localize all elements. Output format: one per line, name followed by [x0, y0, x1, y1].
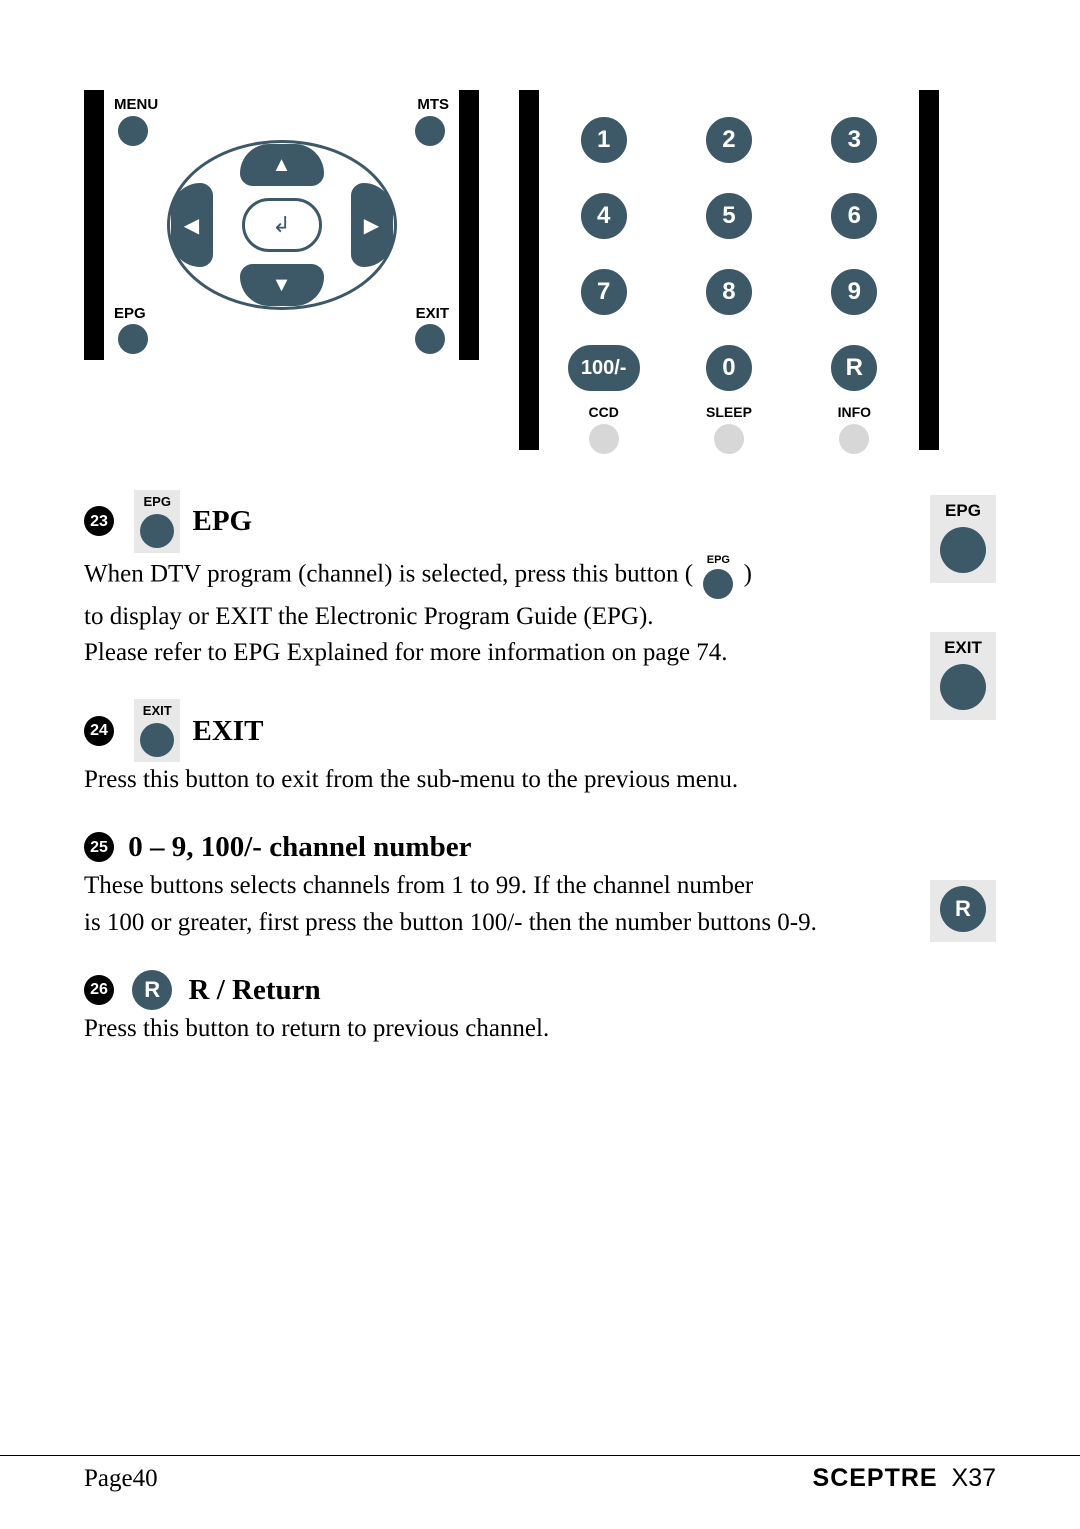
num-1[interactable]: 1: [578, 114, 630, 166]
numpad-panel: 1 2 3 4 5 6 7 8 9 100/- 0 R CCD SLEEP IN…: [519, 90, 939, 450]
num-6[interactable]: 6: [828, 190, 880, 242]
dpad-panel: MENU MTS EPG EXIT ▲ ▼ ◀ ▶ ↲: [84, 90, 479, 360]
page-footer: Page40 SCEPTRE X37: [0, 1455, 1080, 1493]
sleep-button[interactable]: [714, 424, 744, 454]
menu-button[interactable]: [118, 116, 148, 146]
num-5[interactable]: 5: [703, 190, 755, 242]
exit-body: Press this button to exit from the sub-m…: [84, 762, 804, 798]
callout-25: 25: [84, 832, 114, 862]
epg-mini-label: EPG: [144, 493, 171, 512]
epg-label: EPG: [114, 305, 146, 322]
epg-heading: EPG: [193, 500, 253, 542]
dpad-left[interactable]: ◀: [171, 183, 213, 267]
callout-26: 26: [84, 975, 114, 1005]
epg-thumb-label: EPG: [945, 501, 981, 521]
epg-body-2: to display or EXIT the Electronic Progra…: [84, 599, 804, 635]
r-mini-icon: R: [132, 970, 172, 1010]
mts-label: MTS: [417, 96, 449, 113]
epg-inline-icon: EPG: [703, 553, 733, 599]
num-4[interactable]: 4: [578, 190, 630, 242]
info-button[interactable]: [839, 424, 869, 454]
exit-label: EXIT: [416, 305, 449, 322]
epg-mini-icon: EPG: [134, 490, 180, 553]
numpad-sublabels: CCD SLEEP INFO: [557, 404, 901, 420]
exit-thumb-label: EXIT: [944, 638, 982, 658]
dpad-down[interactable]: ▼: [240, 264, 324, 306]
num-r[interactable]: R: [828, 342, 880, 394]
info-label: INFO: [808, 404, 901, 420]
exit-mini-icon: EXIT: [134, 699, 180, 762]
ccd-label: CCD: [557, 404, 650, 420]
exit-mini-label: EXIT: [143, 702, 172, 721]
section-exit: 24 EXIT EXIT Press this button to exit f…: [84, 699, 804, 798]
page-number: Page40: [84, 1465, 158, 1493]
num-100[interactable]: 100/-: [565, 342, 643, 394]
epg-thumb: EPG: [930, 495, 996, 583]
num-2[interactable]: 2: [703, 114, 755, 166]
ccd-button[interactable]: [589, 424, 619, 454]
return-body: Press this button to return to previous …: [84, 1011, 996, 1047]
exit-thumb: EXIT: [930, 632, 996, 720]
numbers-body-1: These buttons selects channels from 1 to…: [84, 868, 996, 904]
dpad-right[interactable]: ▶: [351, 183, 393, 267]
callout-23: 23: [84, 506, 114, 536]
model: X37: [952, 1464, 996, 1492]
dpad: ▲ ▼ ◀ ▶ ↲: [167, 140, 397, 310]
num-8[interactable]: 8: [703, 266, 755, 318]
numbers-heading: 0 – 9, 100/- channel number: [128, 826, 471, 868]
dpad-ok[interactable]: ↲: [242, 198, 322, 252]
numbers-body-2: is 100 or greater, first press the butto…: [84, 905, 996, 941]
section-epg: 23 EPG EPG When DTV program (channel) is…: [84, 490, 804, 671]
callout-24: 24: [84, 716, 114, 746]
dpad-up[interactable]: ▲: [240, 144, 324, 186]
mts-button[interactable]: [415, 116, 445, 146]
num-9[interactable]: 9: [828, 266, 880, 318]
menu-label: MENU: [114, 96, 158, 113]
exit-thumb-button[interactable]: [940, 664, 986, 710]
num-0[interactable]: 0: [703, 342, 755, 394]
brand-model: SCEPTRE X37: [813, 1464, 996, 1493]
epg-mini-circle: [140, 514, 174, 548]
brand: SCEPTRE: [813, 1464, 938, 1492]
numpad-subdots: [557, 424, 901, 454]
return-heading: R / Return: [189, 969, 321, 1011]
section-return: 26 R R / Return Press this button to ret…: [84, 969, 996, 1047]
exit-button[interactable]: [415, 324, 445, 354]
num-3[interactable]: 3: [828, 114, 880, 166]
section-numbers: 25 0 – 9, 100/- channel number These but…: [84, 826, 996, 941]
epg-button[interactable]: [118, 324, 148, 354]
sleep-label: SLEEP: [682, 404, 775, 420]
epg-body-1: When DTV program (channel) is selected, …: [84, 553, 804, 599]
exit-mini-circle: [140, 723, 174, 757]
remote-panels-row: MENU MTS EPG EXIT ▲ ▼ ◀ ▶ ↲ 1 2 3 4 5 6 …: [84, 90, 996, 450]
epg-thumb-button[interactable]: [940, 527, 986, 573]
epg-body-3: Please refer to EPG Explained for more i…: [84, 635, 804, 671]
exit-heading: EXIT: [193, 710, 264, 752]
num-7[interactable]: 7: [578, 266, 630, 318]
numpad-grid: 1 2 3 4 5 6 7 8 9 100/- 0 R: [557, 108, 901, 400]
